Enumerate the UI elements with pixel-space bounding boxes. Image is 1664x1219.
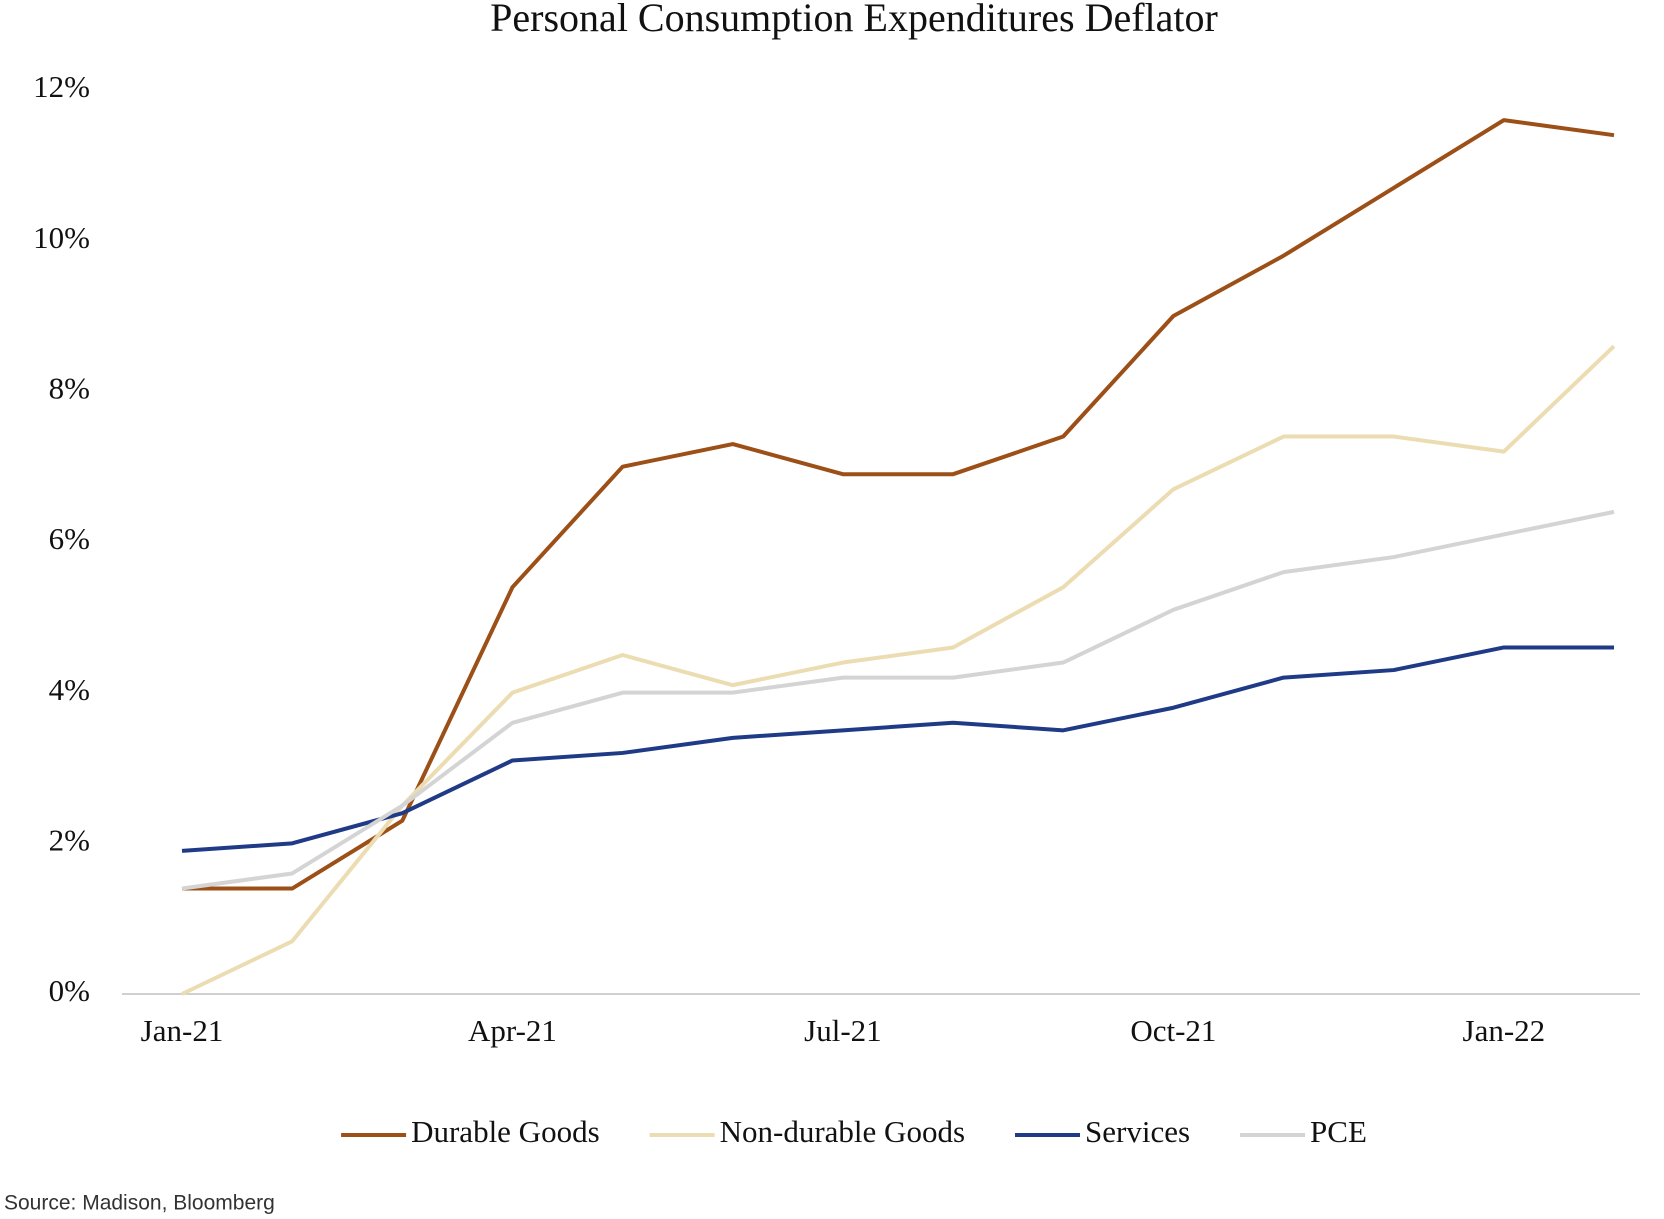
legend-label: Services [1085, 1114, 1190, 1149]
y-tick-label: 2% [49, 822, 90, 857]
x-tick-label: Jan-21 [141, 1013, 224, 1048]
chart-title: Personal Consumption Expenditures Deflat… [490, 0, 1218, 40]
series-line [181, 645, 1614, 853]
legend-label: Durable Goods [411, 1114, 600, 1149]
source-note: Source: Madison, Bloomberg [4, 1192, 275, 1215]
y-tick-label: 8% [49, 370, 90, 405]
x-tick-label: Oct-21 [1130, 1013, 1216, 1048]
y-tick-label: 12% [33, 69, 90, 104]
y-tick-label: 0% [49, 973, 90, 1008]
x-tick-label: Apr-21 [468, 1013, 557, 1048]
legend-label: Non-durable Goods [720, 1114, 965, 1149]
legend-label: PCE [1310, 1114, 1367, 1149]
series-line [181, 509, 1615, 891]
x-tick-label: Jan-22 [1463, 1013, 1546, 1048]
x-tick-label: Jul-21 [804, 1013, 882, 1048]
series-line [181, 344, 1616, 996]
y-tick-label: 6% [49, 521, 90, 556]
series-line [182, 118, 1615, 891]
y-tick-label: 10% [33, 220, 90, 255]
y-tick-label: 4% [49, 672, 90, 707]
